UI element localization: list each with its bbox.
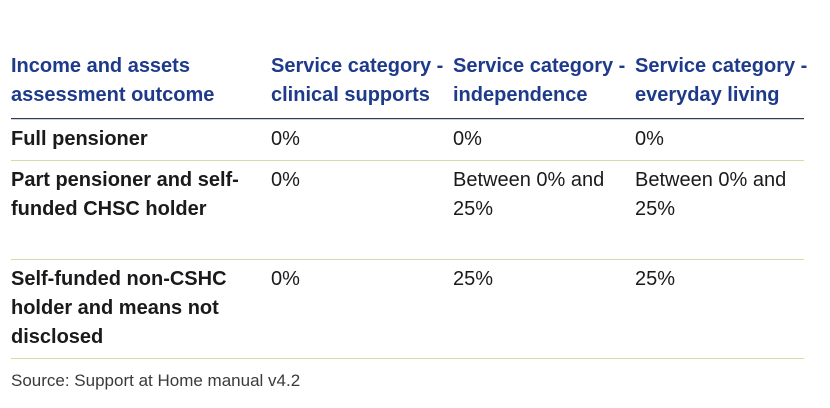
header-outcome: Income and assets assessment outcome bbox=[11, 55, 215, 106]
table-row: Part pensioner and self-funded CHSC hold… bbox=[11, 160, 804, 259]
row-label: Full pensioner bbox=[11, 128, 148, 150]
table-row: Full pensioner 0% 0% 0% bbox=[11, 119, 804, 160]
source-note: Source: Support at Home manual v4.2 bbox=[11, 371, 301, 390]
header-independence: Service category - independence bbox=[453, 55, 626, 106]
cell-clinical: 0% bbox=[271, 268, 300, 290]
cell-independence: 0% bbox=[453, 128, 482, 150]
cell-independence: 25% bbox=[453, 268, 494, 290]
cell-clinical: 0% bbox=[271, 128, 300, 150]
cell-everyday: 25% bbox=[635, 268, 676, 290]
header-everyday-living: Service category - everyday living bbox=[635, 55, 808, 106]
header-clinical-supports: Service category - clinical supports bbox=[271, 55, 444, 106]
table-row: Self-funded non-CSHC holder and means no… bbox=[11, 259, 804, 359]
header-divider bbox=[11, 118, 804, 119]
cell-independence: Between 0% and 25% bbox=[453, 169, 605, 220]
table-header-row: Income and assets assessment outcome Ser… bbox=[11, 0, 807, 118]
cell-everyday: 0% bbox=[635, 128, 664, 150]
row-label: Self-funded non-CSHC holder and means no… bbox=[11, 268, 227, 348]
cell-clinical: 0% bbox=[271, 169, 300, 191]
cell-everyday: Between 0% and 25% bbox=[635, 169, 787, 220]
row-label: Part pensioner and self-funded CHSC hold… bbox=[11, 169, 239, 220]
contribution-table: Income and assets assessment outcome Ser… bbox=[11, 0, 807, 359]
